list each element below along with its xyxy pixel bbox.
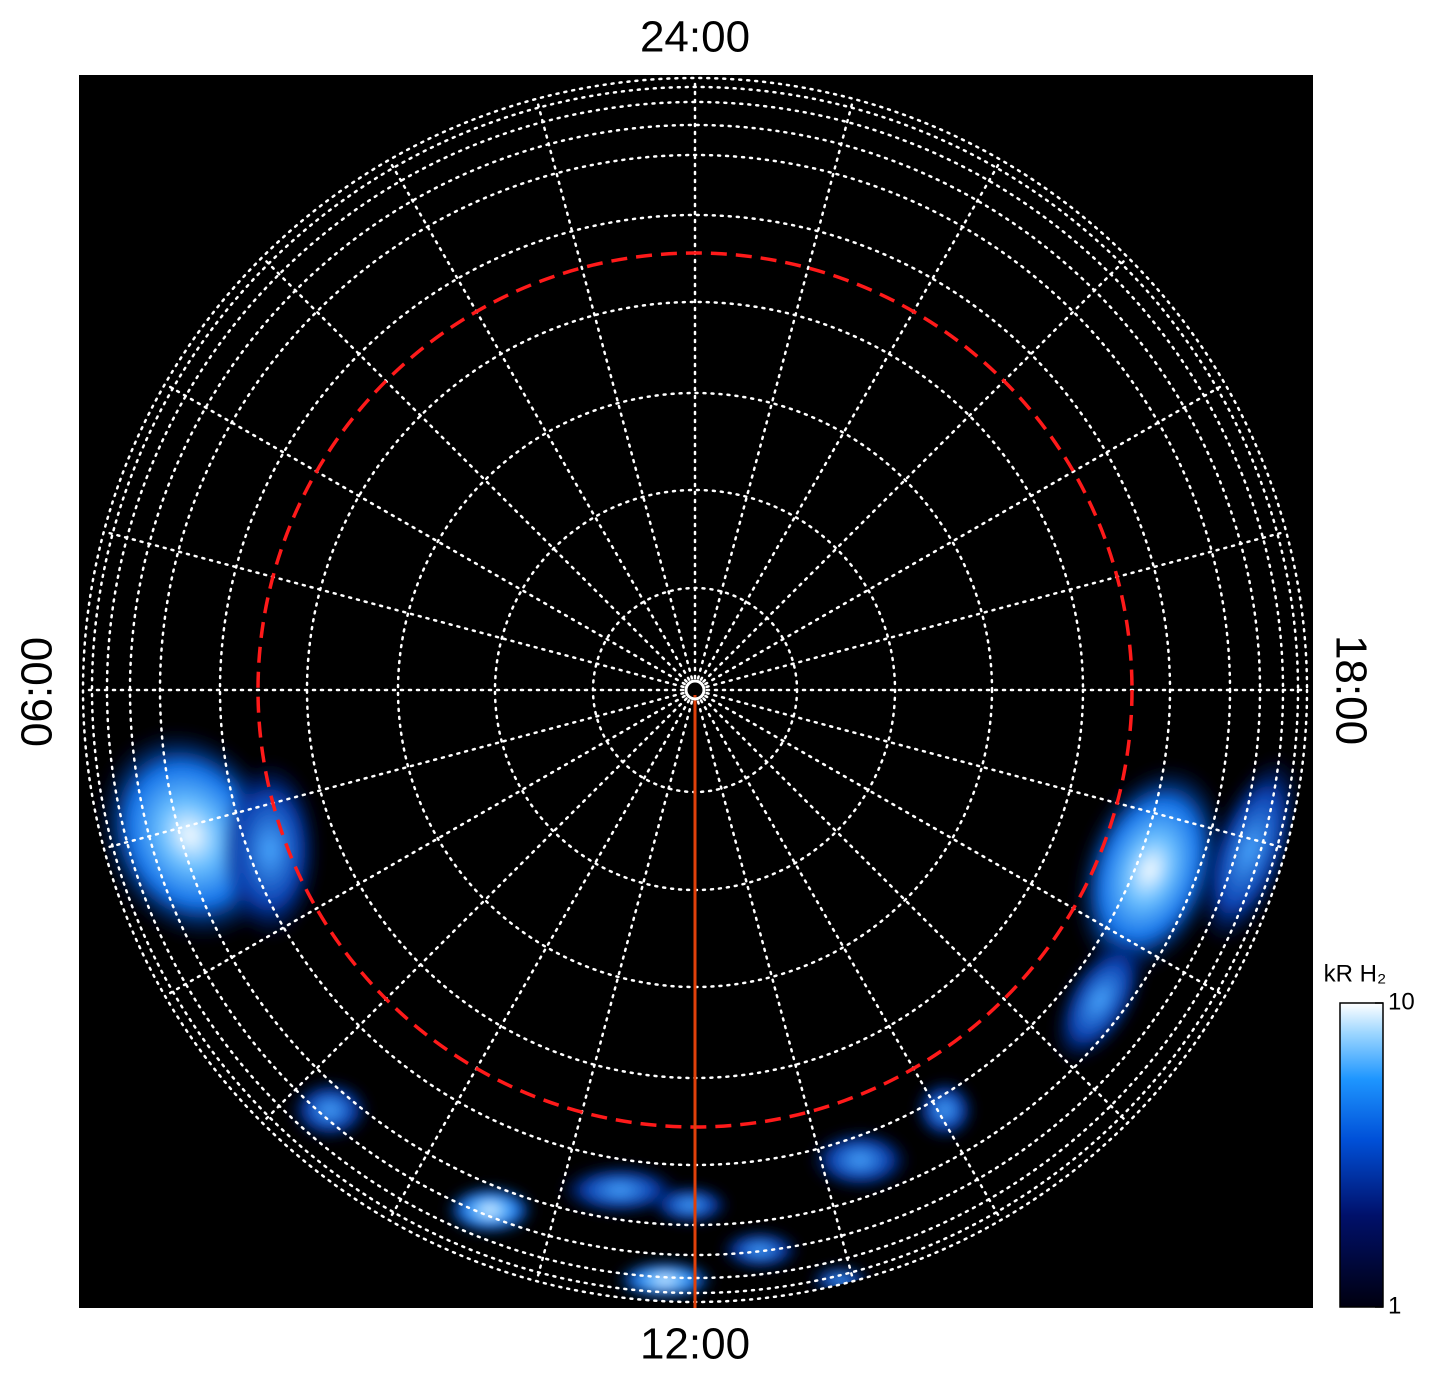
local-time-label: 18:00 <box>1326 635 1375 745</box>
colorbar-label: kR H₂ <box>1324 960 1387 987</box>
local-time-label: 12:00 <box>640 1320 750 1369</box>
colorbar-tick-label: 10 <box>1388 988 1415 1015</box>
local-time-label: 06:00 <box>13 637 62 747</box>
auroral-emission <box>96 728 1301 1300</box>
local-time-label: 24:00 <box>640 13 750 62</box>
pole-marker <box>684 679 706 701</box>
colorbar-tick-label: 1 <box>1388 1292 1401 1319</box>
colorbar-scale <box>1339 1002 1384 1308</box>
colorbar: kR H₂ 1 10 <box>1324 960 1415 1319</box>
